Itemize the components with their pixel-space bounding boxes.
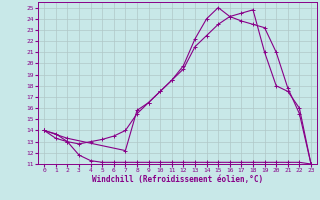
X-axis label: Windchill (Refroidissement éolien,°C): Windchill (Refroidissement éolien,°C) — [92, 175, 263, 184]
